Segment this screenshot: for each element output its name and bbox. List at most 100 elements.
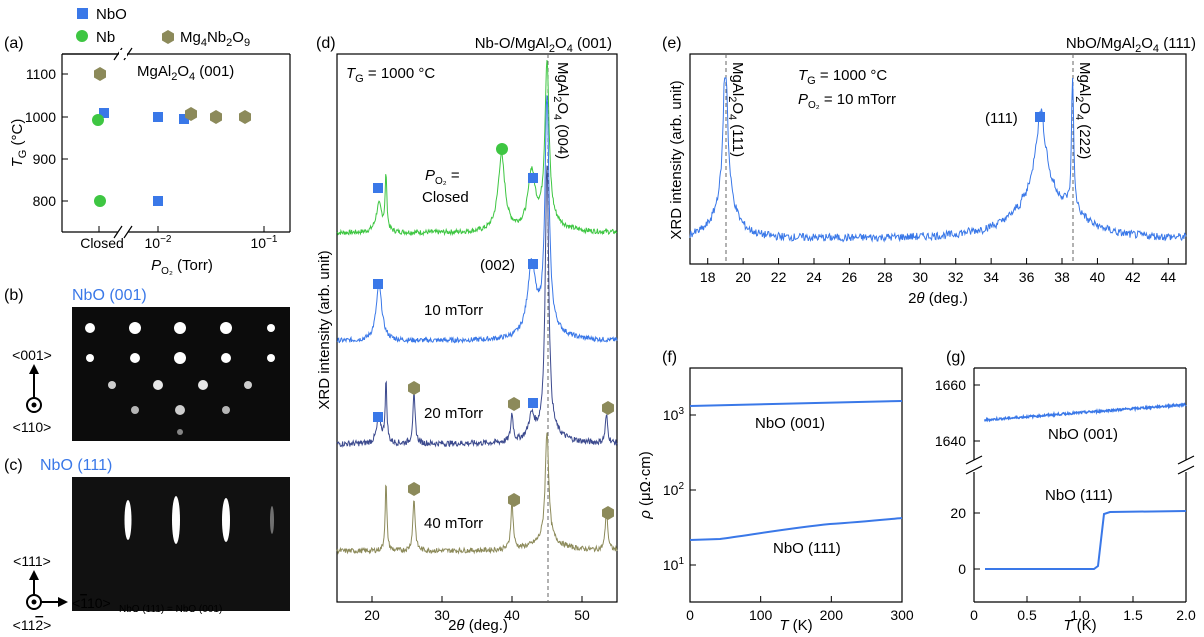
x-ticks-f: 0 100 200 300 bbox=[686, 596, 914, 623]
xrd-trace-3 bbox=[336, 432, 618, 555]
substrate-label-d: MgAl2O4 (004) bbox=[551, 62, 571, 159]
substrate-label-e1: MgAl2O4 (111) bbox=[726, 62, 746, 157]
legend-label-nb: Nb bbox=[96, 29, 115, 46]
trace-label-10: 10 mTorr bbox=[424, 302, 483, 319]
x-ticks-d: 20 30 40 50 bbox=[364, 596, 590, 623]
marker-nbo bbox=[373, 183, 383, 193]
panel-b: (b) NbO (001) <001> <110> bbox=[4, 287, 290, 441]
xtick-1e-2: 10−2 bbox=[145, 234, 172, 251]
curve-nbo-111-f bbox=[689, 517, 903, 541]
marker-mg4nb2o9 bbox=[508, 493, 520, 507]
peak-label-002: (002) bbox=[480, 257, 515, 274]
y-axis-label-f: ρ (μΩ·cm) bbox=[637, 451, 654, 520]
marker-nbo bbox=[528, 173, 538, 183]
rheed-spots-b bbox=[85, 322, 275, 435]
xtick-g-0.5: 0.5 bbox=[1017, 607, 1037, 623]
xtick-g-1.0: 1.0 bbox=[1070, 607, 1090, 623]
marker-mg4nb2o9 bbox=[408, 482, 420, 496]
xtick-d-50: 50 bbox=[574, 607, 590, 623]
xtick-g-1.5: 1.5 bbox=[1123, 607, 1143, 623]
y-ticks-g: 1660 1640 20 0 bbox=[935, 377, 980, 577]
y-axis-label-d: XRD intensity (arb. unit) bbox=[316, 250, 333, 409]
panel-e: (e) NbO/MgAl2O4 (111) 18 20 22 24 26 28 30 32 34… bbox=[662, 35, 1196, 307]
xtick-e-30: 30 bbox=[912, 269, 928, 285]
dir-m110: <110> bbox=[72, 595, 111, 611]
xtick-e-24: 24 bbox=[806, 269, 822, 285]
panel-a: NbO Nb Mg4Nb2O9 (a) 1100 1000 900 800 Cl… bbox=[4, 6, 291, 277]
xrd-trace-2 bbox=[336, 165, 618, 448]
x-axis-label-a: PO₂ (Torr) bbox=[151, 257, 213, 277]
panel-label-f: (f) bbox=[662, 349, 677, 366]
xtick-e-20: 20 bbox=[735, 269, 751, 285]
marker-nbo bbox=[528, 259, 538, 269]
xtick-e-32: 32 bbox=[948, 269, 964, 285]
x-axis-label-e: 2θ (deg.) bbox=[908, 290, 968, 307]
point-mg4nb2o9 bbox=[239, 110, 251, 124]
dir-001: <001> bbox=[12, 347, 52, 363]
ytick-1640: 1640 bbox=[935, 433, 966, 449]
xtick-e-38: 38 bbox=[1054, 269, 1070, 285]
ytick-1e2: 102 bbox=[663, 481, 685, 498]
panel-label-d: (d) bbox=[316, 35, 336, 52]
y-axis-label-e: XRD intensity (arb. unit) bbox=[668, 80, 685, 239]
peak-label-111: (111) bbox=[985, 110, 1018, 127]
trace-label-closed-2: Closed bbox=[422, 189, 469, 206]
xtick-f-300: 300 bbox=[890, 607, 914, 623]
panel-c: (c) NbO (111) <111> <110> NbO (111) = Nb… bbox=[4, 457, 290, 633]
panel-label-c: (c) bbox=[4, 457, 23, 474]
xtick-closed: Closed bbox=[80, 235, 124, 251]
curve-nbo-111-g bbox=[985, 510, 1187, 570]
point-nb bbox=[94, 195, 106, 207]
xrd-trace-1 bbox=[336, 95, 618, 344]
rheed-title-c: NbO (111) bbox=[40, 457, 112, 474]
marker-mg4nb2o9 bbox=[408, 381, 420, 395]
trace-label-closed: PO₂ = bbox=[425, 167, 460, 187]
point-mg4nb2o9 bbox=[210, 110, 222, 124]
xtick-e-22: 22 bbox=[771, 269, 787, 285]
temp-label-e: TG = 1000 °C bbox=[798, 67, 887, 87]
panel-label-e: (e) bbox=[662, 35, 682, 52]
marker-nbo bbox=[373, 412, 383, 422]
point-nbo bbox=[153, 112, 163, 122]
ytick-1000: 1000 bbox=[25, 109, 56, 125]
curve-label-nbo-001-g: NbO (001) bbox=[1048, 426, 1118, 443]
panel-label-b: (b) bbox=[4, 287, 24, 304]
point-nbo bbox=[179, 114, 189, 124]
ytick-1660: 1660 bbox=[935, 377, 966, 393]
x-axis-label-d: 2θ (deg.) bbox=[448, 617, 508, 634]
xrd-trace-e-line bbox=[689, 77, 1187, 243]
y-axis-label-a: TG (°C) bbox=[9, 119, 29, 168]
panel-title-d: Nb-O/MgAl2O4 (001) bbox=[475, 35, 612, 55]
legend-marker-nb bbox=[76, 30, 88, 42]
rheed-streaks-c bbox=[124, 496, 274, 544]
panel-d: (d) Nb-O/MgAl2O4 (001) 20 30 40 50 2θ (deg.… bbox=[316, 35, 618, 634]
xtick-e-42: 42 bbox=[1125, 269, 1141, 285]
marker-nbo bbox=[373, 279, 383, 289]
marker-mg4nb2o9 bbox=[508, 397, 520, 411]
panel-f: (f) 103 102 101 0 100 200 300 T (K) ρ (μΩ·c… bbox=[637, 349, 914, 634]
x-ticks-g: 0 0.5 1.0 1.5 2.0 bbox=[970, 596, 1196, 623]
curve-nbo-001-g bbox=[983, 402, 1187, 423]
substrate-label-e2: MgAl2O4 (222) bbox=[1073, 62, 1093, 159]
axes-indicator-c: <111> <110> NbO (111) = NbO (001) <112> bbox=[13, 553, 223, 633]
xtick-d-30: 30 bbox=[434, 607, 450, 623]
curve-label-nbo-111-f: NbO (111) bbox=[773, 540, 841, 557]
xtick-e-36: 36 bbox=[1019, 269, 1035, 285]
trace-label-40: 40 mTorr bbox=[424, 515, 483, 532]
ytick-0: 0 bbox=[958, 561, 966, 577]
xtick-g-0: 0 bbox=[970, 607, 978, 623]
legend-label-mg4nb2o9: Mg4Nb2O9 bbox=[180, 29, 250, 49]
ytick-1100: 1100 bbox=[26, 66, 56, 82]
marker-nb bbox=[496, 143, 508, 155]
xtick-e-26: 26 bbox=[842, 269, 858, 285]
x-ticks-e: 18 20 22 24 26 28 30 32 34 36 38 40 42 44 bbox=[700, 258, 1176, 285]
marker-mg4nb2o9 bbox=[602, 506, 614, 520]
y-ticks-a: 1100 1000 900 800 bbox=[25, 66, 68, 209]
y-ticks-f: 103 102 101 bbox=[663, 406, 696, 573]
ytick-1e1: 101 bbox=[663, 556, 685, 573]
panel-title-e: NbO/MgAl2O4 (111) bbox=[1066, 35, 1196, 55]
curve-label-nbo-111-g: NbO (111) bbox=[1045, 487, 1113, 504]
marker-mg4nb2o9 bbox=[602, 401, 614, 415]
curve-nbo-001-f bbox=[689, 400, 903, 407]
xtick-f-200: 200 bbox=[820, 607, 844, 623]
